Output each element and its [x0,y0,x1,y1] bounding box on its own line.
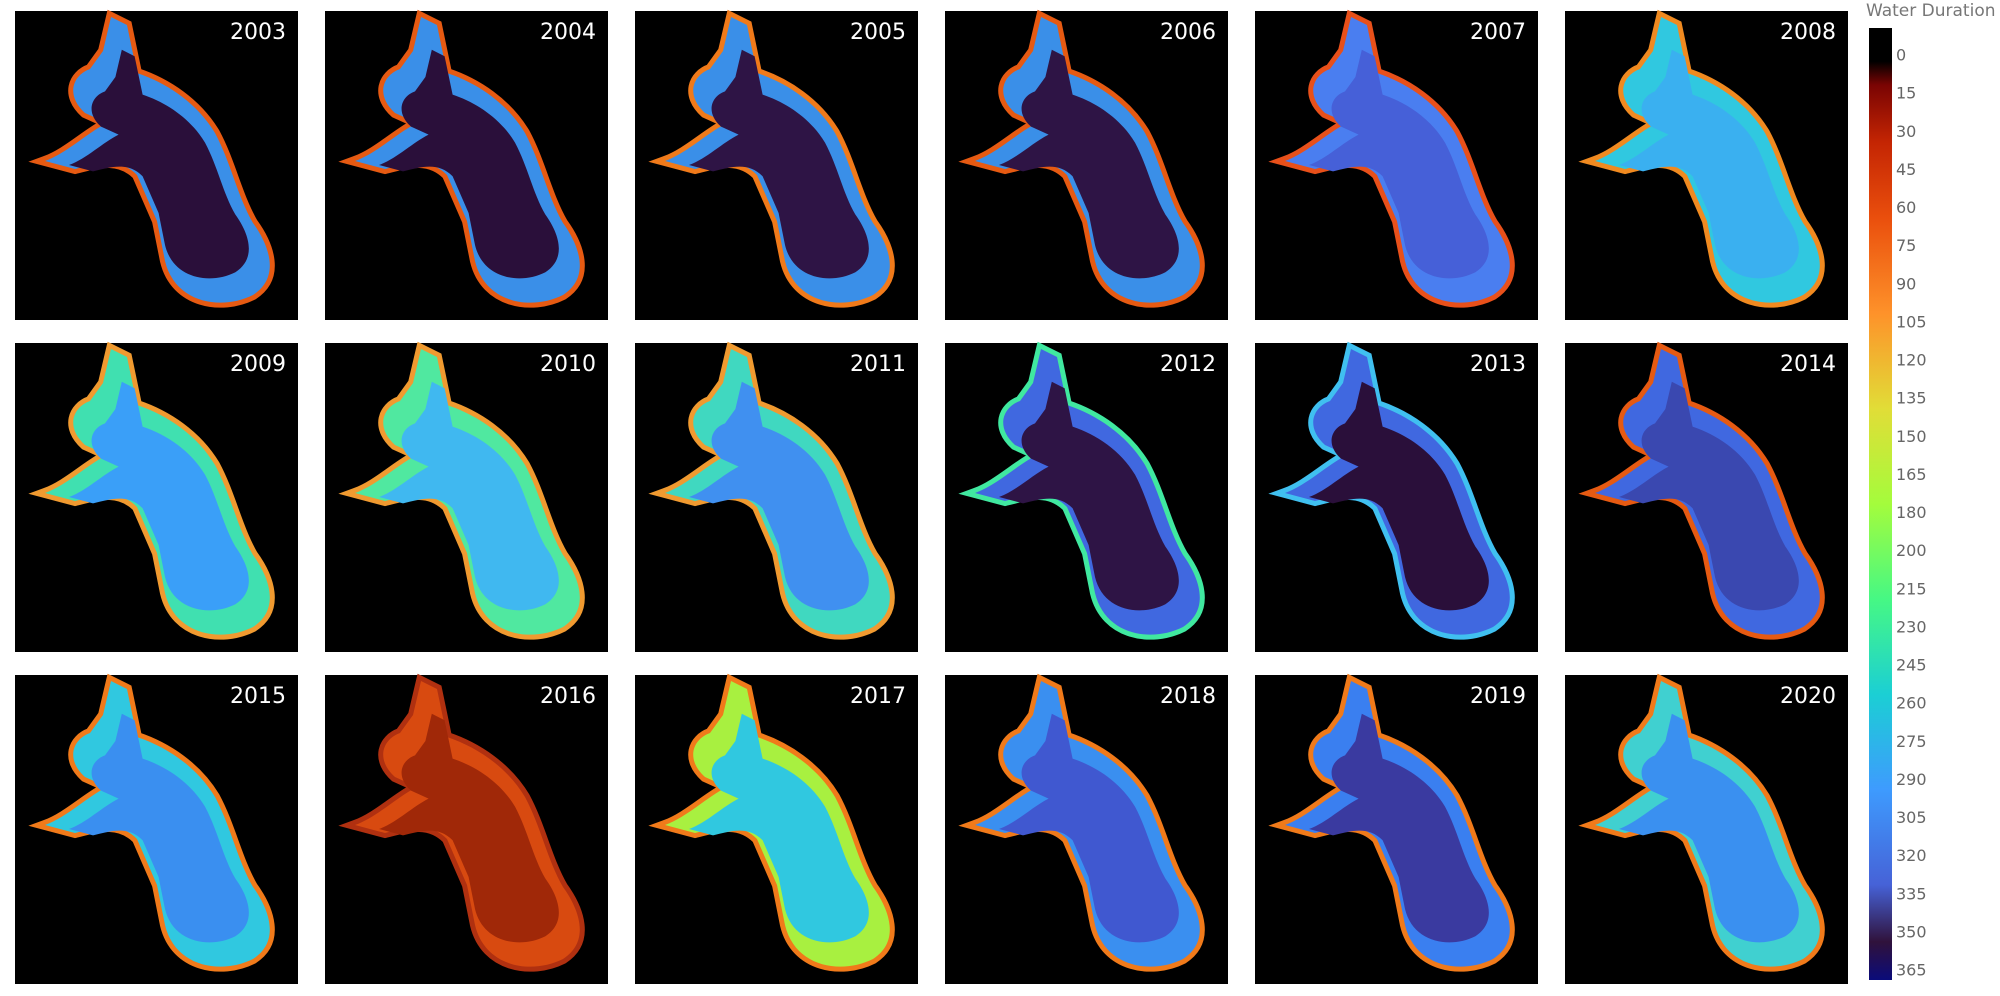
legend-title: Water Duration [1866,1,1996,21]
colorbar-tick-label: 200 [1896,541,1927,560]
map-panel: 2007 [1255,11,1538,320]
year-label: 2014 [1780,352,1836,377]
colorbar-tick-label: 320 [1896,846,1927,865]
colorbar-tick-label: 15 [1896,84,1916,103]
year-label: 2008 [1780,20,1836,45]
year-label: 2010 [540,352,596,377]
map-panel: 2006 [945,11,1228,320]
map-panel: 2003 [15,11,298,320]
colorbar-tick-label: 105 [1896,312,1927,331]
year-label: 2017 [850,684,906,709]
year-label: 2019 [1470,684,1526,709]
colorbar-tick-label: 90 [1896,274,1916,293]
map-panel: 2014 [1565,343,1848,652]
colorbar-tick-label: 305 [1896,808,1927,827]
colorbar-tick-label: 335 [1896,884,1927,903]
year-label: 2011 [850,352,906,377]
colorbar-tick-label: 45 [1896,160,1916,179]
year-label: 2018 [1160,684,1216,709]
colorbar-tick-label: 365 [1896,961,1927,980]
map-panel: 2017 [635,675,918,984]
colorbar-tick-label: 180 [1896,503,1927,522]
colorbar [1869,28,1892,980]
colorbar-tick-label: 60 [1896,198,1916,217]
year-label: 2012 [1160,352,1216,377]
map-panel: 2005 [635,11,918,320]
map-panel: 2008 [1565,11,1848,320]
map-panel: 2015 [15,675,298,984]
map-panel: 2020 [1565,675,1848,984]
colorbar-tick-label: 245 [1896,656,1927,675]
map-panel: 2004 [325,11,608,320]
colorbar-tick-label: 75 [1896,236,1916,255]
colorbar-tick-label: 30 [1896,122,1916,141]
map-panel: 2009 [15,343,298,652]
map-panel: 2011 [635,343,918,652]
map-panel: 2012 [945,343,1228,652]
colorbar-tick-label: 290 [1896,770,1927,789]
colorbar-tick-label: 275 [1896,732,1927,751]
colorbar-tick-label: 215 [1896,579,1927,598]
year-label: 2020 [1780,684,1836,709]
year-label: 2007 [1470,20,1526,45]
year-label: 2016 [540,684,596,709]
year-label: 2006 [1160,20,1216,45]
map-panel: 2010 [325,343,608,652]
year-label: 2005 [850,20,906,45]
year-label: 2009 [230,352,286,377]
colorbar-tick-label: 165 [1896,465,1927,484]
year-label: 2003 [230,20,286,45]
colorbar-tick-label: 0 [1896,46,1906,65]
colorbar-tick-label: 135 [1896,389,1927,408]
year-label: 2015 [230,684,286,709]
colorbar-tick-label: 120 [1896,351,1927,370]
map-panel: 2018 [945,675,1228,984]
map-panel: 2019 [1255,675,1538,984]
colorbar-tick-label: 350 [1896,922,1927,941]
year-label: 2013 [1470,352,1526,377]
colorbar-tick-label: 150 [1896,427,1927,446]
colorbar-tick-label: 230 [1896,617,1927,636]
map-panel: 2016 [325,675,608,984]
map-panel: 2013 [1255,343,1538,652]
year-label: 2004 [540,20,596,45]
colorbar-tick-label: 260 [1896,694,1927,713]
